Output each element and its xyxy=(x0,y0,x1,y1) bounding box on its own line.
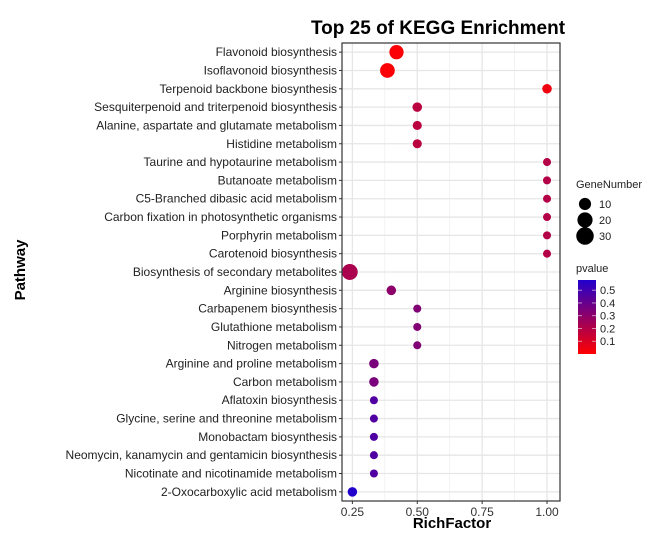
data-point xyxy=(369,469,378,478)
data-point xyxy=(389,45,404,60)
y-axis-title: Pathway xyxy=(12,239,29,301)
size-legend-label: 20 xyxy=(599,215,611,227)
data-point xyxy=(413,304,422,313)
grid xyxy=(342,43,560,501)
size-legend-label: 10 xyxy=(599,199,611,211)
y-tick-label: Alanine, aspartate and glutamate metabol… xyxy=(96,118,337,132)
y-tick-label: Neomycin, kanamycin and gentamicin biosy… xyxy=(66,448,337,462)
y-tick-label: Biosynthesis of secondary metabolites xyxy=(133,265,337,279)
y-tick-label: Arginine biosynthesis xyxy=(224,283,337,297)
data-point xyxy=(369,432,378,441)
y-tick-label: Sesquiterpenoid and triterpenoid biosynt… xyxy=(94,100,337,114)
y-tick-label: Aflatoxin biosynthesis xyxy=(222,393,337,407)
y-tick-label: Terpenoid backbone biosynthesis xyxy=(160,82,337,96)
data-point xyxy=(386,285,397,296)
chart-title: Top 25 of KEGG Enrichment xyxy=(311,18,566,39)
data-point xyxy=(369,451,378,460)
data-point xyxy=(369,377,379,387)
size-legend-key xyxy=(578,197,592,211)
data-point xyxy=(412,139,422,149)
y-tick-label: C5-Branched dibasic acid metabolism xyxy=(136,192,337,206)
y-tick-label: Nicotinate and nicotinamide metabolism xyxy=(125,467,337,481)
y-tick-label: Nitrogen metabolism xyxy=(227,338,337,352)
data-point xyxy=(369,396,378,405)
y-tick-label: Porphyrin metabolism xyxy=(221,228,337,242)
x-axis-tick-labels: 0.25 0.50 0.75 1.00 xyxy=(341,501,559,519)
x-tick-label: 0.75 xyxy=(470,505,494,519)
x-tick-label: 0.25 xyxy=(341,505,365,519)
y-tick-label: Flavonoid biosynthesis xyxy=(216,45,337,59)
y-tick-label: Taurine and hypotaurine metabolism xyxy=(144,155,337,169)
data-point xyxy=(347,487,358,497)
color-legend-label: 0.4 xyxy=(600,298,615,310)
color-legend-title: pvalue xyxy=(576,263,608,275)
data-point xyxy=(543,231,552,240)
size-legend-key xyxy=(576,227,594,245)
data-point xyxy=(543,213,552,222)
data-point xyxy=(413,341,422,350)
color-legend: pvalue 0.50.40.30.20.1 xyxy=(576,263,615,354)
color-legend-label: 0.2 xyxy=(600,323,615,335)
data-point xyxy=(341,264,358,280)
size-legend-key xyxy=(577,212,593,228)
data-point xyxy=(380,63,395,78)
y-tick-label: Glycine, serine and threonine metabolism xyxy=(116,412,337,426)
x-tick-label: 1.00 xyxy=(535,505,559,519)
data-point xyxy=(413,322,422,331)
data-points xyxy=(341,45,552,497)
y-axis-tick-labels: Flavonoid biosynthesis Isoflavonoid biosy… xyxy=(66,45,342,499)
data-point xyxy=(543,176,552,185)
y-tick-label: Isoflavonoid biosynthesis xyxy=(204,63,337,77)
color-legend-label: 0.3 xyxy=(600,311,615,323)
y-tick-label: Monobactam biosynthesis xyxy=(198,430,337,444)
data-point xyxy=(412,120,422,130)
y-tick-label: Carbon fixation in photosynthetic organi… xyxy=(104,210,337,224)
x-axis-title: RichFactor xyxy=(413,515,492,532)
y-tick-label: Carotenoid biosynthesis xyxy=(209,247,337,261)
size-legend: GeneNumber 10 20 30 xyxy=(576,179,642,245)
y-tick-label: Glutathione metabolism xyxy=(211,320,337,334)
size-legend-label: 30 xyxy=(599,231,611,243)
y-tick-label: Carbapenem biosynthesis xyxy=(198,302,337,316)
data-point xyxy=(543,249,552,258)
data-point xyxy=(369,414,378,423)
size-legend-title: GeneNumber xyxy=(576,179,642,191)
y-tick-label: Butanoate metabolism xyxy=(218,173,337,187)
color-legend-label: 0.1 xyxy=(600,336,615,348)
color-legend-label: 0.5 xyxy=(600,285,615,297)
color-legend-bar xyxy=(578,280,596,354)
y-tick-label: 2-Oxocarboxylic acid metabolism xyxy=(161,485,337,499)
data-point xyxy=(412,102,423,112)
data-point xyxy=(542,84,552,94)
data-point xyxy=(369,358,379,369)
y-tick-label: Arginine and proline metabolism xyxy=(166,357,337,371)
data-point xyxy=(543,158,552,167)
y-tick-label: Histidine metabolism xyxy=(226,137,337,151)
data-point xyxy=(543,194,552,203)
y-tick-label: Carbon metabolism xyxy=(233,375,337,389)
x-tick-label: 0.50 xyxy=(406,505,430,519)
